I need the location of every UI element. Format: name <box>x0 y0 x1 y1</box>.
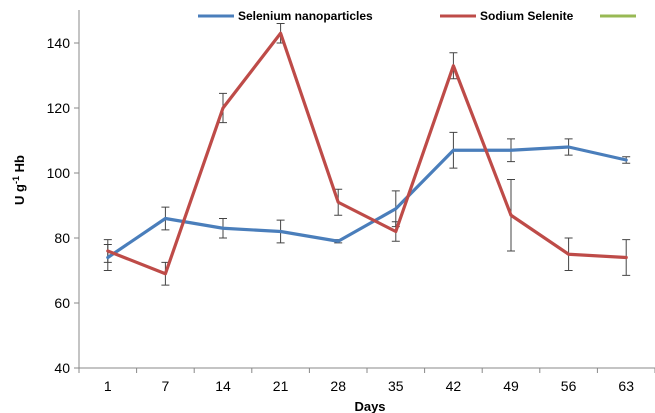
x-tick-label: 21 <box>273 378 289 394</box>
error-bars <box>103 23 631 286</box>
x-axis-title: Days <box>354 399 385 413</box>
y-axis-title-superscript: -1 <box>11 176 21 184</box>
x-tick-label: 1 <box>104 378 112 394</box>
legend: Selenium nanoparticles Sodium Selenite <box>198 9 636 23</box>
y-tick-label: 80 <box>54 230 70 246</box>
y-axis-title: U g-1 Hb <box>11 155 27 205</box>
x-tick-label: 35 <box>388 378 404 394</box>
x-tick-label: 63 <box>618 378 634 394</box>
x-tick-label: 28 <box>330 378 346 394</box>
x-tick-label: 49 <box>503 378 519 394</box>
y-tick-label: 120 <box>47 100 71 116</box>
y-axis-title-suffix: Hb <box>12 155 27 176</box>
x-tick-label: 56 <box>561 378 577 394</box>
x-tick-label: 14 <box>215 378 231 394</box>
y-axis-title-main: U g <box>12 184 27 205</box>
y-tick-label: 140 <box>47 35 71 51</box>
x-tick-label: 42 <box>446 378 462 394</box>
series-line-2 <box>106 31 628 276</box>
y-tick-label: 40 <box>54 360 70 376</box>
y-tick-label: 60 <box>54 295 70 311</box>
legend-item-2: Sodium Selenite <box>440 9 574 23</box>
y-tick-label: 100 <box>47 165 71 181</box>
x-axis-ticks: 1 7 14 21 28 35 42 49 56 63 <box>78 368 655 394</box>
series-lines <box>106 31 628 276</box>
chart-axes <box>78 10 655 369</box>
legend-label: Selenium nanoparticles <box>238 9 373 23</box>
legend-item-1: Selenium nanoparticles <box>198 9 373 23</box>
x-tick-label: 7 <box>162 378 170 394</box>
y-axis-ticks: 40 60 80 100 120 140 <box>47 35 79 376</box>
svg-text:U g-1 Hb: U g-1 Hb <box>11 155 27 205</box>
legend-label: Sodium Selenite <box>480 9 574 23</box>
series-line-1 <box>106 145 628 260</box>
